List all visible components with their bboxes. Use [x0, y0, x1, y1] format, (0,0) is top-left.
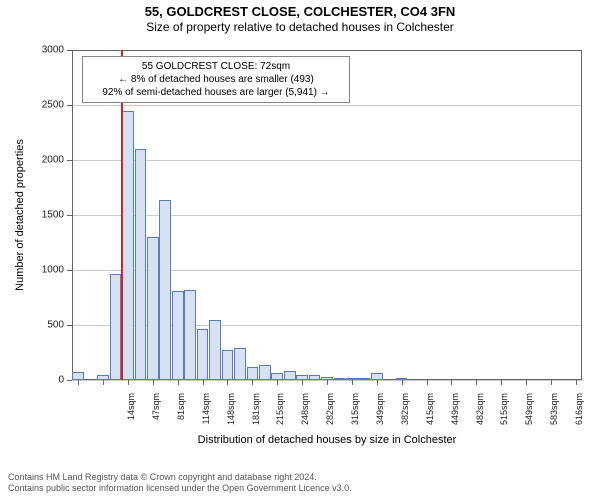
axis-right: [581, 50, 582, 380]
bar: [358, 378, 370, 380]
bar: [147, 237, 159, 380]
annotation-line2: ← 8% of detached houses are smaller (493…: [89, 73, 343, 86]
bar: [110, 274, 122, 380]
x-tick-mark: [203, 380, 204, 385]
y-tick-label: 3000: [24, 45, 64, 56]
bar: [209, 320, 221, 381]
y-tick-label: 2000: [24, 155, 64, 166]
x-tick-mark: [402, 380, 403, 385]
y-gridline: [72, 215, 582, 216]
x-tick-mark: [327, 380, 328, 385]
footer: Contains HM Land Registry data © Crown c…: [8, 472, 352, 495]
bar: [309, 375, 321, 381]
x-tick-mark: [551, 380, 552, 385]
bar: [172, 291, 184, 380]
bar: [159, 200, 171, 380]
x-tick-mark: [526, 380, 527, 385]
x-axis-label: Distribution of detached houses by size …: [198, 434, 457, 446]
x-tick-mark: [128, 380, 129, 385]
bar: [72, 372, 84, 380]
x-tick-mark: [302, 380, 303, 385]
x-tick-label: 81sqm: [176, 393, 186, 443]
x-tick-mark: [576, 380, 577, 385]
x-tick-label: 583sqm: [549, 393, 559, 443]
bar: [122, 111, 134, 381]
x-tick-mark: [78, 380, 79, 385]
y-axis-label: Number of detached properties: [14, 139, 26, 291]
annotation-box: 55 GOLDCREST CLOSE: 72sqm ← 8% of detach…: [82, 56, 350, 103]
bar: [234, 348, 246, 380]
x-tick-label: 549sqm: [524, 393, 534, 443]
x-tick-mark: [501, 380, 502, 385]
bar: [197, 329, 209, 380]
y-tick-label: 2500: [24, 100, 64, 111]
x-tick-mark: [153, 380, 154, 385]
bar: [247, 367, 259, 380]
bar: [184, 290, 196, 380]
x-tick-mark: [476, 380, 477, 385]
y-tick-label: 500: [24, 320, 64, 331]
bar: [371, 373, 383, 380]
x-tick-mark: [451, 380, 452, 385]
bar: [334, 378, 346, 380]
footer-line2: Contains public sector information licen…: [8, 483, 352, 494]
footer-line1: Contains HM Land Registry data © Crown c…: [8, 472, 352, 483]
y-tick-label: 1000: [24, 265, 64, 276]
y-gridline: [72, 160, 582, 161]
figure-container: 55, GOLDCREST CLOSE, COLCHESTER, CO4 3FN…: [0, 0, 600, 500]
bar: [271, 373, 283, 380]
x-tick-label: 47sqm: [151, 393, 161, 443]
figure-subtitle: Size of property relative to detached ho…: [0, 20, 600, 35]
y-tick-label: 0: [24, 375, 64, 386]
bar: [222, 350, 234, 380]
x-tick-label: 14sqm: [126, 393, 136, 443]
x-tick-mark: [227, 380, 228, 385]
bar: [259, 365, 271, 380]
x-tick-label: 515sqm: [499, 393, 509, 443]
bar: [135, 149, 147, 380]
axis-left: [72, 50, 73, 380]
x-tick-mark: [427, 380, 428, 385]
x-tick-label: 482sqm: [475, 393, 485, 443]
annotation-line3: 92% of semi-detached houses are larger (…: [89, 86, 343, 99]
x-tick-mark: [252, 380, 253, 385]
x-tick-mark: [178, 380, 179, 385]
axis-top: [72, 50, 582, 51]
x-tick-label: 616sqm: [574, 393, 584, 443]
figure-title: 55, GOLDCREST CLOSE, COLCHESTER, CO4 3FN: [0, 0, 600, 20]
x-tick-mark: [377, 380, 378, 385]
x-tick-mark: [352, 380, 353, 385]
annotation-line1: 55 GOLDCREST CLOSE: 72sqm: [89, 60, 343, 73]
y-gridline: [72, 105, 582, 106]
x-tick-mark: [103, 380, 104, 385]
bar: [284, 371, 296, 380]
y-tick-mark: [67, 380, 72, 381]
x-tick-mark: [277, 380, 278, 385]
y-tick-label: 1500: [24, 210, 64, 221]
